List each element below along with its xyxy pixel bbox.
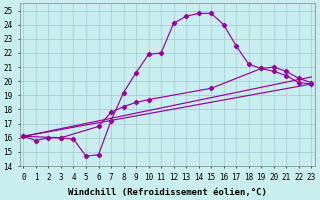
X-axis label: Windchill (Refroidissement éolien,°C): Windchill (Refroidissement éolien,°C) [68, 188, 267, 197]
